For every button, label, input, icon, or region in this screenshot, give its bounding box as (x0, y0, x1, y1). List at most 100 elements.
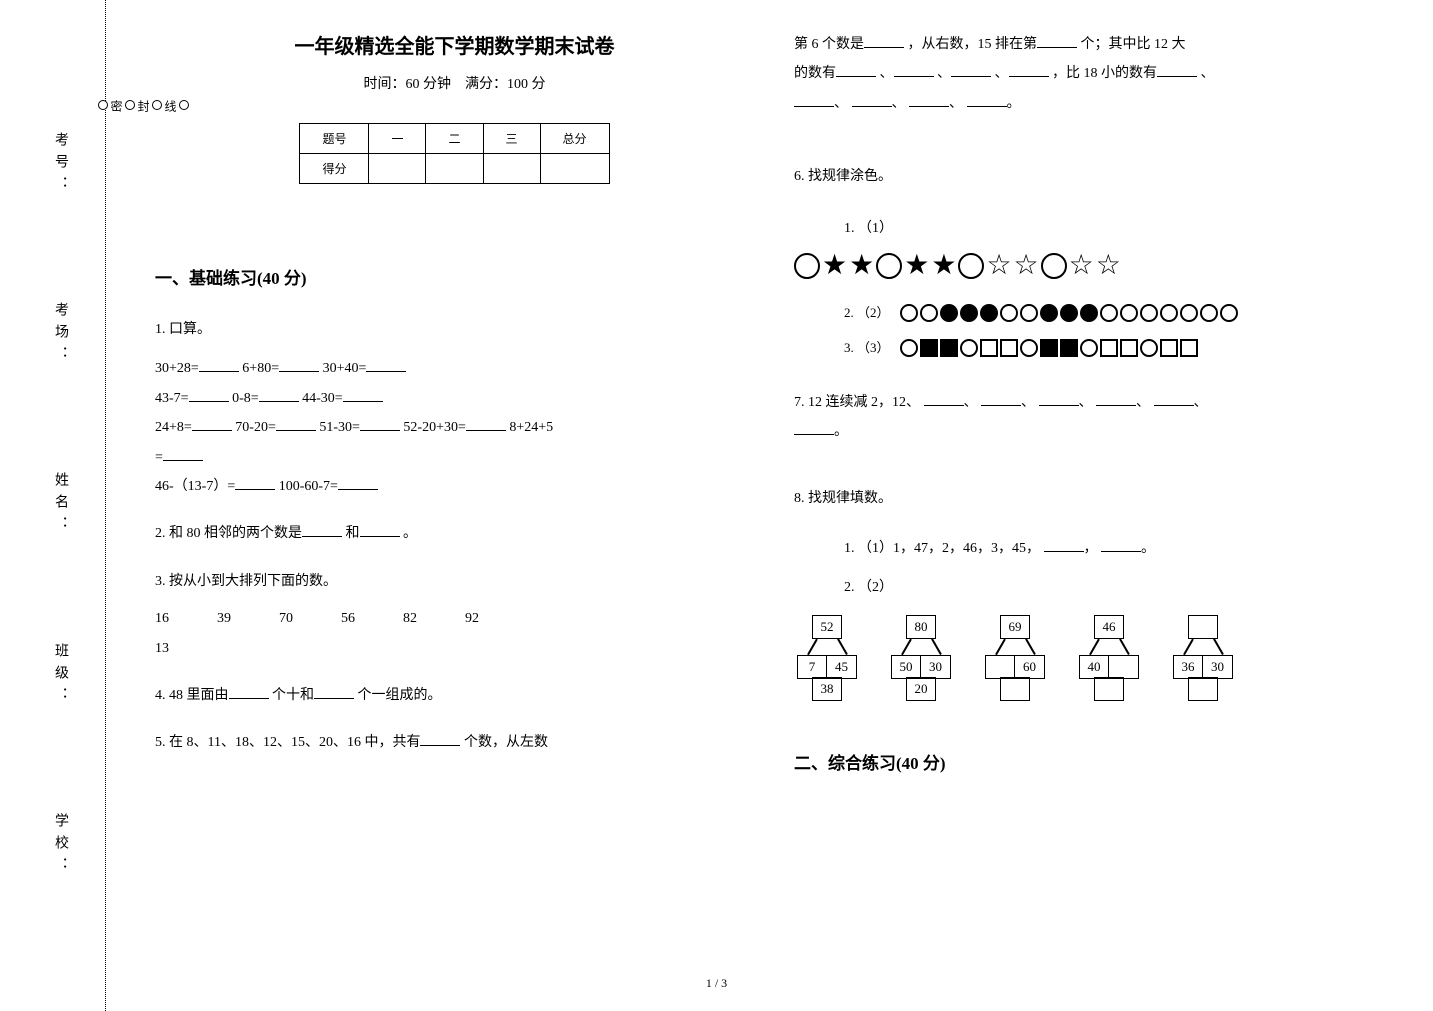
star-outline-icon: ☆ (1014, 253, 1039, 279)
q7-s4: 、 (1136, 395, 1150, 410)
q3-n0: 16 (155, 604, 169, 633)
tree-top: 46 (1094, 615, 1124, 639)
q6-row1: ★ ★ ★ ★ ☆ ☆ ☆ ☆ (794, 253, 1393, 279)
q5b-l3m3: 、 (949, 96, 963, 111)
circle-filled-icon (960, 304, 978, 322)
square-filled-icon (940, 339, 958, 357)
q7-end: 。 (834, 424, 848, 439)
q7-s5: 、 (1194, 395, 1208, 410)
left-column: 一年级精选全能下学期数学期末试卷 时间：60 分钟 满分：100 分 题号 一 … (155, 30, 754, 800)
q5b-l3m1: 、 (834, 96, 848, 111)
th-1: 一 (369, 124, 426, 154)
q5b-l2mid1: 、 (880, 66, 894, 81)
q7-s3: 、 (1079, 395, 1093, 410)
q5b-l3m2: 、 (892, 96, 906, 111)
star-filled-icon: ★ (822, 253, 847, 279)
circle-outline-icon (958, 253, 984, 279)
q4-pre: 4. 48 里面由 (155, 688, 229, 703)
square-filled-icon (1040, 339, 1058, 357)
label-kaochang: 考场： (50, 302, 70, 368)
q6-sub2: 2. （2） (844, 299, 890, 326)
q5b-pre: 第 6 个数是 (794, 37, 864, 52)
q5b-l2mid2: 、 (937, 66, 951, 81)
q1-3b: 70-20= (235, 420, 276, 435)
q4: 4. 48 里面由 个十和 个一组成的。 (155, 681, 754, 710)
q3-n5: 92 (465, 604, 479, 633)
circle-outline-icon (1041, 253, 1067, 279)
number-tree: 69 60 (982, 615, 1048, 702)
square-outline-icon (1180, 339, 1198, 357)
q8-sub1-mid: ， (1084, 541, 1098, 556)
q5b-l2mid4: 、 (1201, 66, 1215, 81)
row-defen: 得分 (300, 154, 369, 184)
q1: 1. 口算。 30+28= 6+80= 30+40= 43-7= 0-8= 44… (155, 315, 754, 501)
th-2: 二 (426, 124, 483, 154)
tree-extra (1094, 677, 1124, 701)
label-xuexiao: 学校： (50, 813, 70, 879)
square-filled-icon (1060, 339, 1078, 357)
page-number: 1 / 3 (706, 976, 727, 991)
q7-pre: 7. 12 连续减 2，12、 (794, 395, 920, 410)
number-tree: 46 40 (1076, 615, 1142, 702)
circle-outline-icon (900, 304, 918, 322)
circle-filled-icon (980, 304, 998, 322)
circle-filled-icon (1060, 304, 1078, 322)
section1-title: 一、基础练习(40 分) (155, 264, 754, 289)
q1-1b: 6+80= (242, 361, 279, 376)
tree-right: 30 (1203, 655, 1233, 679)
label-kaohao: 考号： (50, 132, 70, 198)
circle-outline-icon (1020, 339, 1038, 357)
square-outline-icon (980, 339, 998, 357)
q1-3eq: = (155, 450, 163, 465)
q1-4b: 100-60-7= (279, 479, 338, 494)
q5b-l2lt: ，比 18 小的数有 (1052, 66, 1157, 81)
q1-2a: 43-7= (155, 391, 189, 406)
tree-right (1109, 655, 1139, 679)
tree-extra: 20 (906, 677, 936, 701)
q2: 2. 和 80 相邻的两个数是 和 。 (155, 519, 754, 548)
tree-left (985, 655, 1015, 679)
exam-title: 一年级精选全能下学期数学期末试卷 (155, 30, 754, 59)
th-tihao: 题号 (300, 124, 369, 154)
q4-post: 个一组成的。 (358, 688, 442, 703)
star-outline-icon: ☆ (1069, 253, 1094, 279)
dotted-mi: 密 (108, 100, 125, 911)
q1-3a: 24+8= (155, 420, 192, 435)
q5b-l2mid3: 、 (995, 66, 1009, 81)
circle-outline-icon (1080, 339, 1098, 357)
q6-row2 (900, 304, 1238, 322)
dotted-feng: 封 (135, 100, 152, 911)
q5b-l2pre: 的数有 (794, 66, 836, 81)
tree-extra: 38 (812, 677, 842, 701)
number-tree: 52 7 45 38 (794, 615, 860, 702)
q2-pre: 2. 和 80 相邻的两个数是 (155, 526, 302, 541)
q1-4a: 46-（13-7）= (155, 479, 235, 494)
q6-row3 (900, 339, 1198, 357)
label-xingming: 姓名： (50, 472, 70, 538)
q3-label: 3. 按从小到大排列下面的数。 (155, 567, 754, 596)
q3-n1: 39 (217, 604, 231, 633)
q5b-l3end: 。 (1007, 96, 1021, 111)
q8-trees: 52 7 45 38 80 50 30 20 (794, 615, 1393, 702)
label-banji: 班级： (50, 643, 70, 709)
star-filled-icon: ★ (904, 253, 929, 279)
circle-outline-icon (1180, 304, 1198, 322)
star-filled-icon: ★ (849, 253, 874, 279)
tree-top: 80 (906, 615, 936, 639)
exam-subtitle: 时间：60 分钟 满分：100 分 (155, 73, 754, 93)
q1-1c: 30+40= (323, 361, 367, 376)
q8-label: 8. 找规律填数。 (794, 484, 1393, 513)
q6-sub3: 3. （3） (844, 334, 890, 361)
th-3: 三 (483, 124, 540, 154)
q1-2c: 44-30= (302, 391, 343, 406)
right-column: 第 6 个数是 ，从右数，15 排在第 个；其中比 12 大 的数有 、 、 、… (794, 30, 1393, 800)
circle-filled-icon (1040, 304, 1058, 322)
q8-sub1-post: 。 (1141, 541, 1155, 556)
circle-outline-icon (1220, 304, 1238, 322)
q1-label: 1. 口算。 (155, 315, 754, 344)
number-tree: 36 30 (1170, 615, 1236, 702)
circle-outline-icon (1020, 304, 1038, 322)
tree-top (1188, 615, 1218, 639)
star-outline-icon: ☆ (986, 253, 1011, 279)
tree-right: 60 (1015, 655, 1045, 679)
